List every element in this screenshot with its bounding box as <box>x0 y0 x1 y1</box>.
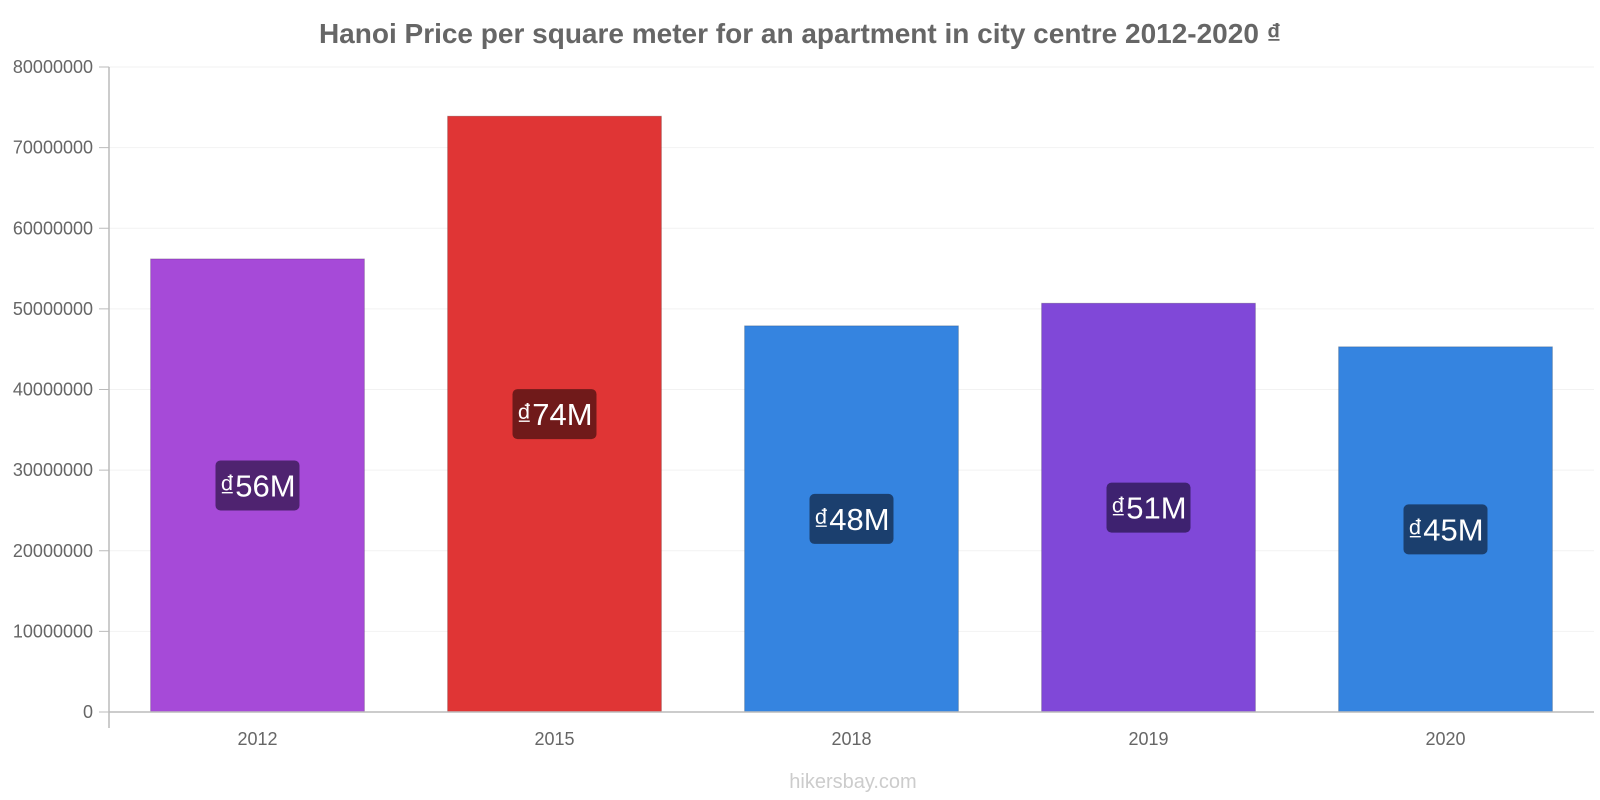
x-axis: 2012 2015 2018 2019 2020 <box>109 711 1594 749</box>
y-axis: 0 10000000 20000000 30000000 40000000 5000000… <box>13 57 110 728</box>
data-label-background <box>1403 504 1488 555</box>
data-label-background <box>809 493 894 544</box>
y-tick-label: 70000000 <box>13 138 93 158</box>
data-label: ₫74M <box>516 397 592 432</box>
y-tick-label: 80000000 <box>13 57 93 77</box>
y-tick-label: 20000000 <box>13 541 93 561</box>
x-tick-label: 2018 <box>831 729 871 749</box>
x-tick-label: 2012 <box>237 729 277 749</box>
y-tick-label: 40000000 <box>13 380 93 400</box>
data-label: ₫51M <box>1110 491 1186 526</box>
y-tick-label: 60000000 <box>13 218 93 238</box>
data-label-background <box>512 389 597 440</box>
y-tick-label: 10000000 <box>13 621 93 641</box>
y-tick-label: 30000000 <box>13 460 93 480</box>
data-label-background <box>215 460 300 511</box>
x-tick-label: 2019 <box>1128 729 1168 749</box>
x-tick-label: 2015 <box>534 729 574 749</box>
chart-title: Hanoi Price per square meter for an apar… <box>319 18 1281 49</box>
y-tick-label: 50000000 <box>13 299 93 319</box>
x-tick-label: 2020 <box>1425 729 1465 749</box>
data-label: ₫56M <box>219 468 295 503</box>
data-label: ₫48M <box>813 502 889 537</box>
bars <box>150 115 1553 713</box>
data-label-background <box>1106 482 1191 533</box>
data-labels: ₫56M ₫74M ₫48M ₫51M ₫45M <box>215 389 1488 555</box>
data-label: ₫45M <box>1407 512 1483 547</box>
y-tick-label: 0 <box>83 702 93 722</box>
watermark: hikersbay.com <box>789 771 916 793</box>
